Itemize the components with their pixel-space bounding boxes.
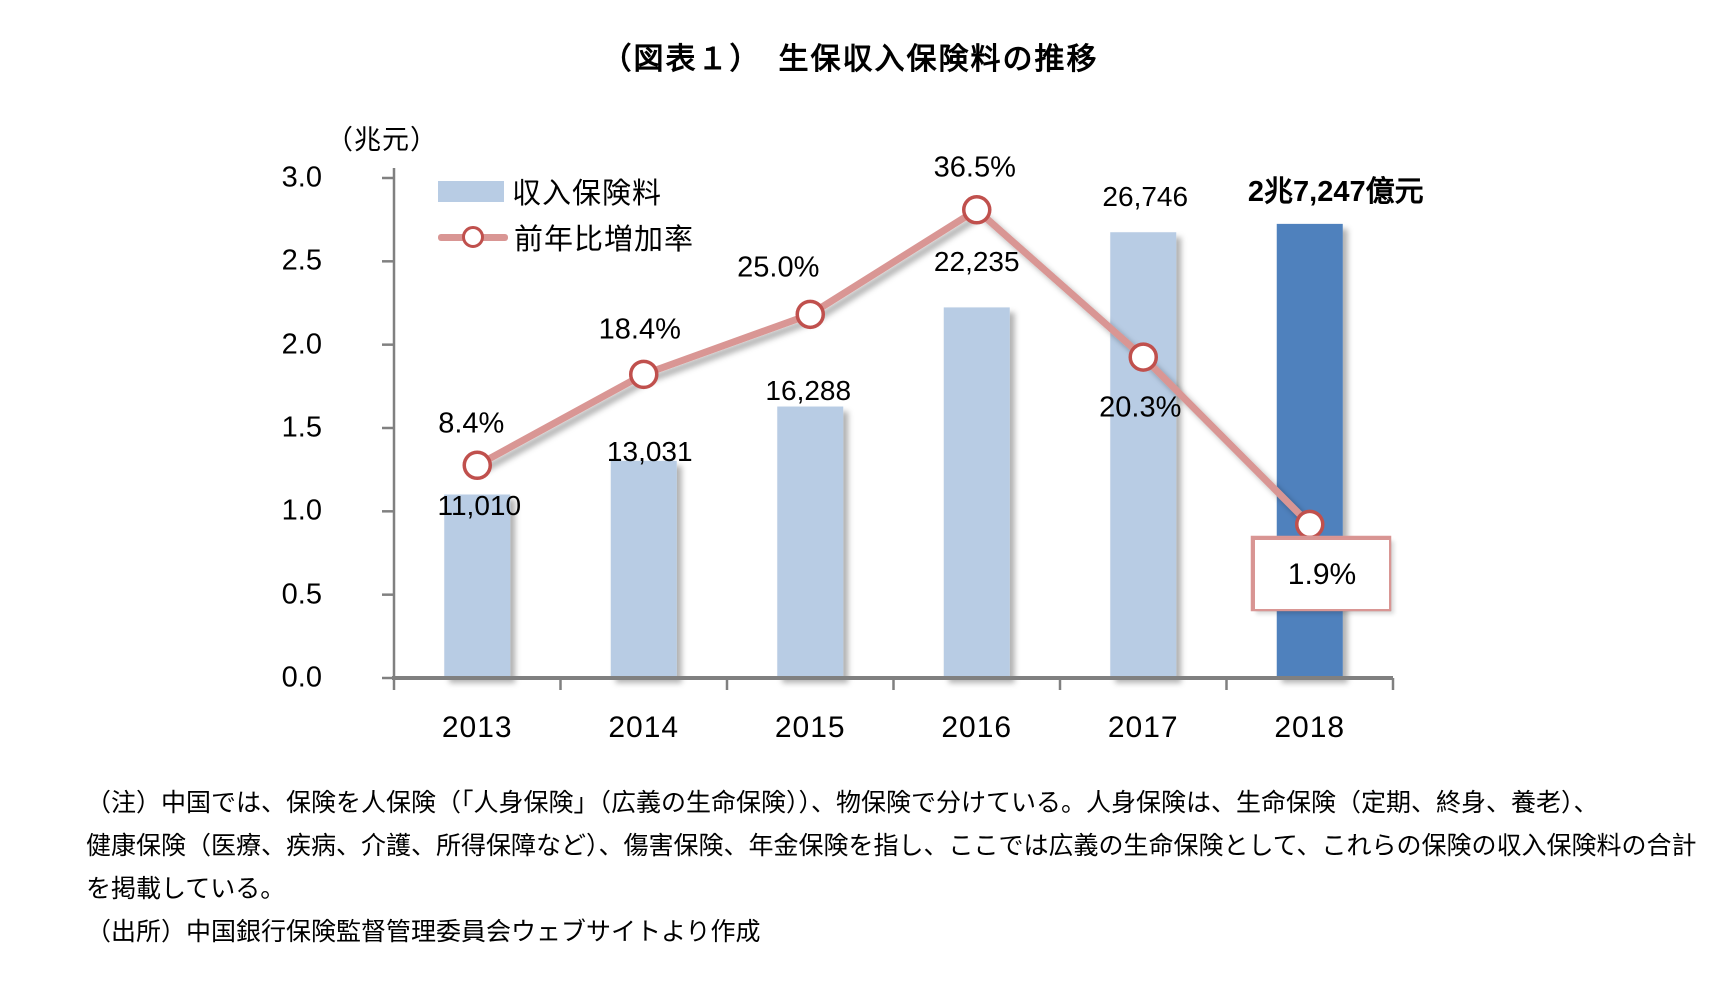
legend-item-premium: 収入保険料	[438, 168, 694, 214]
legend-label-premium: 収入保険料	[512, 178, 663, 210]
line-marker-swatch-icon	[438, 226, 508, 248]
legend-item-growth: 前年比増加率	[438, 214, 694, 260]
note-line-1: （注）中国では、保険を人保険（「人身保険」（広義の生命保険））、物保険で分けてい…	[86, 789, 1599, 817]
bar-swatch-icon	[438, 180, 504, 202]
chart-title: （図表１） 生保収入保険料の推移	[601, 43, 1099, 76]
source-line: （出所）中国銀行保険監督管理委員会ウェブサイトより作成	[86, 918, 761, 946]
note-line-3: を掲載している。	[86, 875, 286, 903]
note-line-2: 健康保険（医療、疾病、介護、所得保障など）、傷害保険、年金保険を指し、ここでは広…	[86, 832, 1697, 860]
legend-label-growth: 前年比増加率	[514, 224, 695, 256]
y-axis-unit-label: （兆元）	[326, 125, 438, 155]
footnotes: （注）中国では、保険を人保険（「人身保険」（広義の生命保険））、物保険で分けてい…	[86, 782, 1697, 954]
chart-legend: 収入保険料 前年比増加率	[438, 168, 694, 260]
